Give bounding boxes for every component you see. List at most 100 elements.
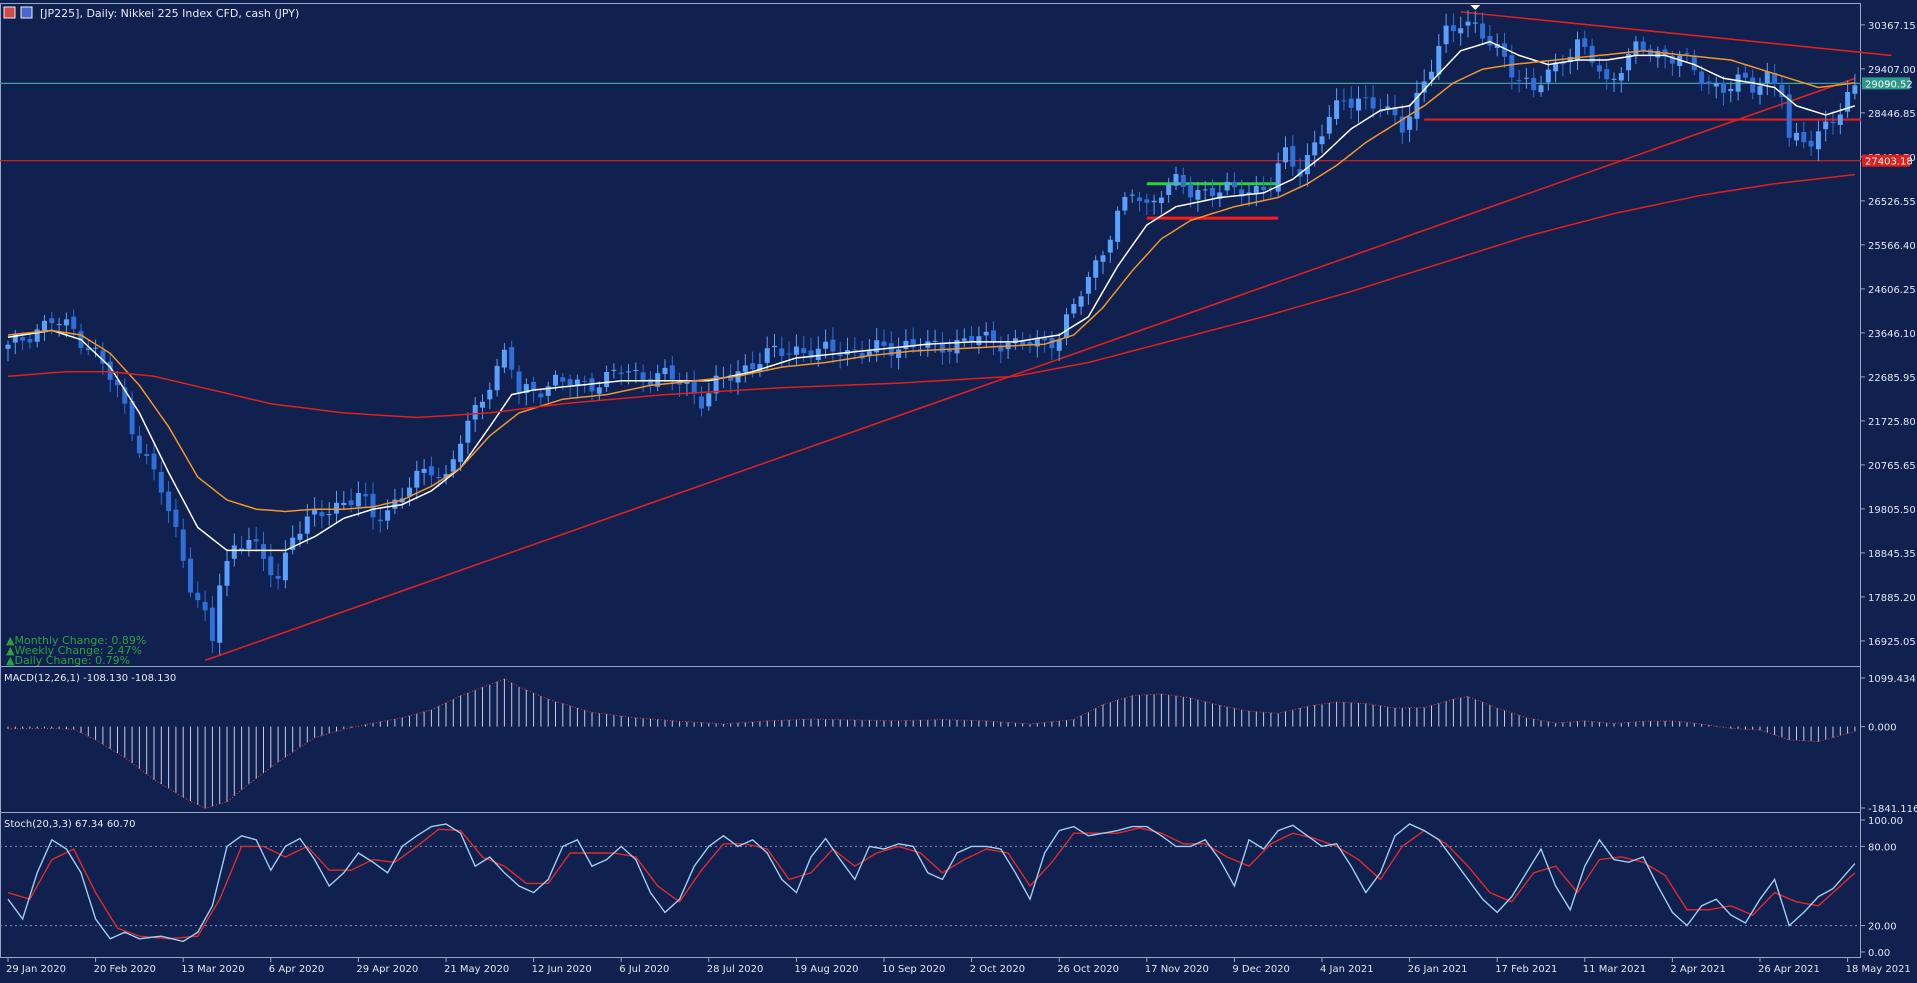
candle-body <box>195 592 201 601</box>
candle-body <box>1560 62 1566 65</box>
candle-body <box>1575 39 1580 60</box>
candle-body <box>1392 107 1398 116</box>
candle-body <box>1691 55 1697 71</box>
x-tick-label: 10 Sep 2020 <box>882 964 945 975</box>
candle-body <box>122 387 128 404</box>
candle-body <box>1158 197 1164 204</box>
candle-body <box>903 340 909 349</box>
current-price-label-bg <box>1862 77 1910 90</box>
candle-body <box>1830 121 1836 124</box>
y-tick-label: 80.00 <box>1868 842 1897 853</box>
candle-body <box>1217 192 1223 199</box>
price-labels: 29090.52 27403.18 <box>1862 77 1913 168</box>
candle-body <box>428 466 434 476</box>
x-tick-label: 11 Mar 2021 <box>1583 964 1646 975</box>
candle-body <box>1429 71 1434 80</box>
candle-body <box>874 340 880 353</box>
y-tick-label: 30367.15 <box>1868 21 1916 32</box>
candle-body <box>553 374 558 386</box>
candle-body <box>414 470 420 488</box>
candle-body <box>647 379 653 386</box>
candle-body <box>1794 132 1799 141</box>
candle-body <box>1042 337 1048 341</box>
trendline <box>204 77 1856 662</box>
candle-body <box>1312 142 1318 156</box>
candle-body <box>560 377 566 382</box>
candle-body <box>640 372 646 382</box>
candle-body <box>1210 187 1215 197</box>
price-axis: 30367.1529407.0028446.8527486.7026526.55… <box>1861 21 1916 648</box>
candle-body <box>1589 45 1595 63</box>
candle-body <box>947 349 953 352</box>
candle-body <box>377 519 383 522</box>
stoch-signal-line <box>7 827 1856 940</box>
candle-body <box>677 382 683 385</box>
candle-body <box>772 345 777 348</box>
candle-body <box>312 509 318 515</box>
candle-body <box>1049 337 1055 349</box>
moving-average-line <box>7 50 1855 513</box>
x-tick-label: 26 Apr 2021 <box>1758 964 1820 975</box>
candle-body <box>1494 44 1500 48</box>
candle-body <box>1538 85 1544 93</box>
candle-body <box>319 512 325 517</box>
chart-window-icon[interactable] <box>20 6 33 19</box>
macd-title: MACD(12,26,1) -108.130 -108.130 <box>4 673 176 684</box>
candle-body <box>1275 163 1281 192</box>
candle-body <box>144 454 150 457</box>
candle-body <box>830 339 836 352</box>
candle-body <box>1341 100 1347 102</box>
candle-body <box>1640 41 1646 52</box>
candle-body <box>1399 116 1405 133</box>
candle-body <box>1786 94 1792 138</box>
candle-body <box>545 386 551 396</box>
y-tick-label: -1841.116 <box>1868 804 1917 815</box>
candle-body <box>1779 84 1785 98</box>
candle-body <box>574 379 580 387</box>
candle-body <box>1567 56 1573 62</box>
y-tick-label: 26526.55 <box>1868 197 1916 208</box>
candle-body <box>1458 28 1464 34</box>
candle-body <box>1706 81 1712 85</box>
candle-body <box>297 533 303 540</box>
candle-body <box>1509 55 1515 78</box>
stoch-axis: 100.00 80.00 20.00 0.00 <box>1861 816 1903 959</box>
candle-body <box>1545 69 1551 83</box>
candle-body <box>49 318 55 324</box>
y-tick-label: 24606.25 <box>1868 285 1916 296</box>
candle-body <box>1502 43 1507 57</box>
x-tick-label: 12 Jun 2020 <box>532 964 592 975</box>
x-tick-label: 6 Apr 2020 <box>269 964 324 975</box>
x-tick-label: 18 May 2021 <box>1846 964 1911 975</box>
candle-body <box>1144 199 1150 203</box>
y-tick-label: 25566.40 <box>1868 241 1916 252</box>
stoch-panel-border <box>0 812 1861 958</box>
candle-body <box>523 384 529 394</box>
moving-average-line <box>7 40 1856 552</box>
y-tick-label: 23646.10 <box>1868 329 1916 340</box>
change-info-text: Monthly Change: 0.89% <box>14 634 146 647</box>
macd-axis: 1099.434 0.000 -1841.116 <box>1861 674 1917 815</box>
candle-body <box>450 459 456 472</box>
chart-window-icon[interactable] <box>3 6 16 19</box>
candle-body <box>1531 77 1537 91</box>
x-tick-label: 29 Apr 2020 <box>356 964 418 975</box>
candle-body <box>458 443 464 462</box>
trendline <box>1460 11 1892 57</box>
candle-body <box>465 420 471 443</box>
candle-body <box>93 347 99 349</box>
candle-body <box>436 476 442 478</box>
candle-body <box>1334 100 1340 119</box>
y-tick-label: 17885.20 <box>1868 593 1916 604</box>
candle-body <box>669 365 675 380</box>
candle-body <box>691 380 697 394</box>
x-tick-label: 19 Aug 2020 <box>794 964 858 975</box>
candle-body <box>1407 116 1413 130</box>
candle-body <box>1224 181 1230 191</box>
candle-body <box>1837 114 1843 125</box>
candle-body <box>742 365 748 372</box>
y-tick-label: 19805.50 <box>1868 505 1916 516</box>
candle-body <box>1669 55 1675 64</box>
